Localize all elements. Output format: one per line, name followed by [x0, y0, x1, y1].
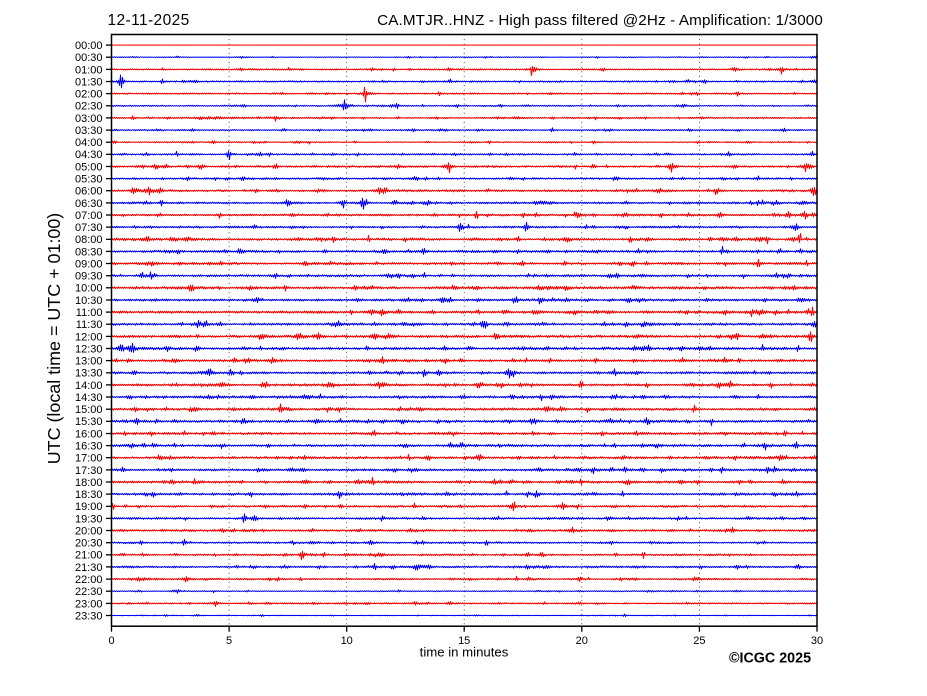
svg-text:19:00: 19:00: [75, 501, 103, 513]
svg-text:07:30: 07:30: [75, 222, 103, 234]
svg-text:04:00: 04:00: [75, 137, 103, 149]
svg-text:15:00: 15:00: [75, 404, 103, 416]
svg-text:13:00: 13:00: [75, 356, 103, 368]
svg-text:22:00: 22:00: [75, 574, 103, 586]
svg-text:05:30: 05:30: [75, 174, 103, 186]
svg-text:03:30: 03:30: [75, 125, 103, 137]
svg-text:02:00: 02:00: [75, 89, 103, 101]
svg-text:01:00: 01:00: [75, 64, 103, 76]
svg-text:30: 30: [811, 635, 823, 647]
svg-text:12-11-2025: 12-11-2025: [108, 12, 190, 29]
svg-text:09:00: 09:00: [75, 258, 103, 270]
svg-text:09:30: 09:30: [75, 271, 103, 283]
svg-text:12:30: 12:30: [75, 343, 103, 355]
svg-text:25: 25: [693, 635, 705, 647]
svg-text:11:30: 11:30: [76, 319, 103, 331]
svg-text:11:00: 11:00: [76, 307, 103, 319]
svg-text:5: 5: [226, 635, 232, 647]
svg-text:17:30: 17:30: [75, 465, 103, 477]
svg-text:00:30: 00:30: [75, 52, 103, 64]
svg-text:18:30: 18:30: [75, 489, 103, 501]
svg-text:17:00: 17:00: [75, 453, 103, 465]
svg-text:16:30: 16:30: [75, 441, 103, 453]
svg-text:time in minutes: time in minutes: [420, 645, 509, 660]
svg-text:23:00: 23:00: [75, 598, 103, 610]
svg-text:©ICGC 2025: ©ICGC 2025: [729, 651, 811, 667]
svg-text:21:00: 21:00: [75, 550, 103, 562]
svg-text:14:30: 14:30: [75, 392, 103, 404]
svg-text:20:00: 20:00: [75, 525, 103, 537]
svg-text:CA.MTJR..HNZ - High pass filte: CA.MTJR..HNZ - High pass filtered @2Hz -…: [377, 12, 823, 29]
svg-text:15: 15: [458, 635, 470, 647]
svg-text:16:00: 16:00: [75, 428, 103, 440]
svg-text:10:30: 10:30: [75, 295, 103, 307]
svg-text:20: 20: [576, 635, 588, 647]
svg-text:03:00: 03:00: [75, 113, 103, 125]
svg-text:10:00: 10:00: [75, 283, 103, 295]
svg-text:22:30: 22:30: [75, 586, 103, 598]
svg-text:10: 10: [341, 635, 353, 647]
svg-text:12:00: 12:00: [75, 331, 103, 343]
svg-text:UTC (local time = UTC + 01:00): UTC (local time = UTC + 01:00): [44, 213, 64, 465]
svg-text:0: 0: [108, 635, 114, 647]
svg-text:08:30: 08:30: [75, 246, 103, 258]
svg-text:18:00: 18:00: [75, 477, 103, 489]
svg-text:19:30: 19:30: [75, 513, 103, 525]
svg-text:06:00: 06:00: [75, 186, 103, 198]
svg-text:02:30: 02:30: [75, 101, 103, 113]
svg-text:05:00: 05:00: [75, 161, 103, 173]
svg-text:07:00: 07:00: [75, 210, 103, 222]
svg-text:01:30: 01:30: [75, 76, 103, 88]
svg-text:04:30: 04:30: [75, 149, 103, 161]
svg-text:21:30: 21:30: [75, 562, 103, 574]
svg-text:00:00: 00:00: [75, 40, 103, 52]
svg-text:15:30: 15:30: [75, 416, 103, 428]
svg-text:08:00: 08:00: [75, 234, 103, 246]
svg-text:20:30: 20:30: [75, 538, 103, 550]
svg-text:06:30: 06:30: [75, 198, 103, 210]
svg-text:14:00: 14:00: [75, 380, 103, 392]
svg-text:23:30: 23:30: [75, 610, 103, 622]
svg-text:13:30: 13:30: [75, 368, 103, 380]
